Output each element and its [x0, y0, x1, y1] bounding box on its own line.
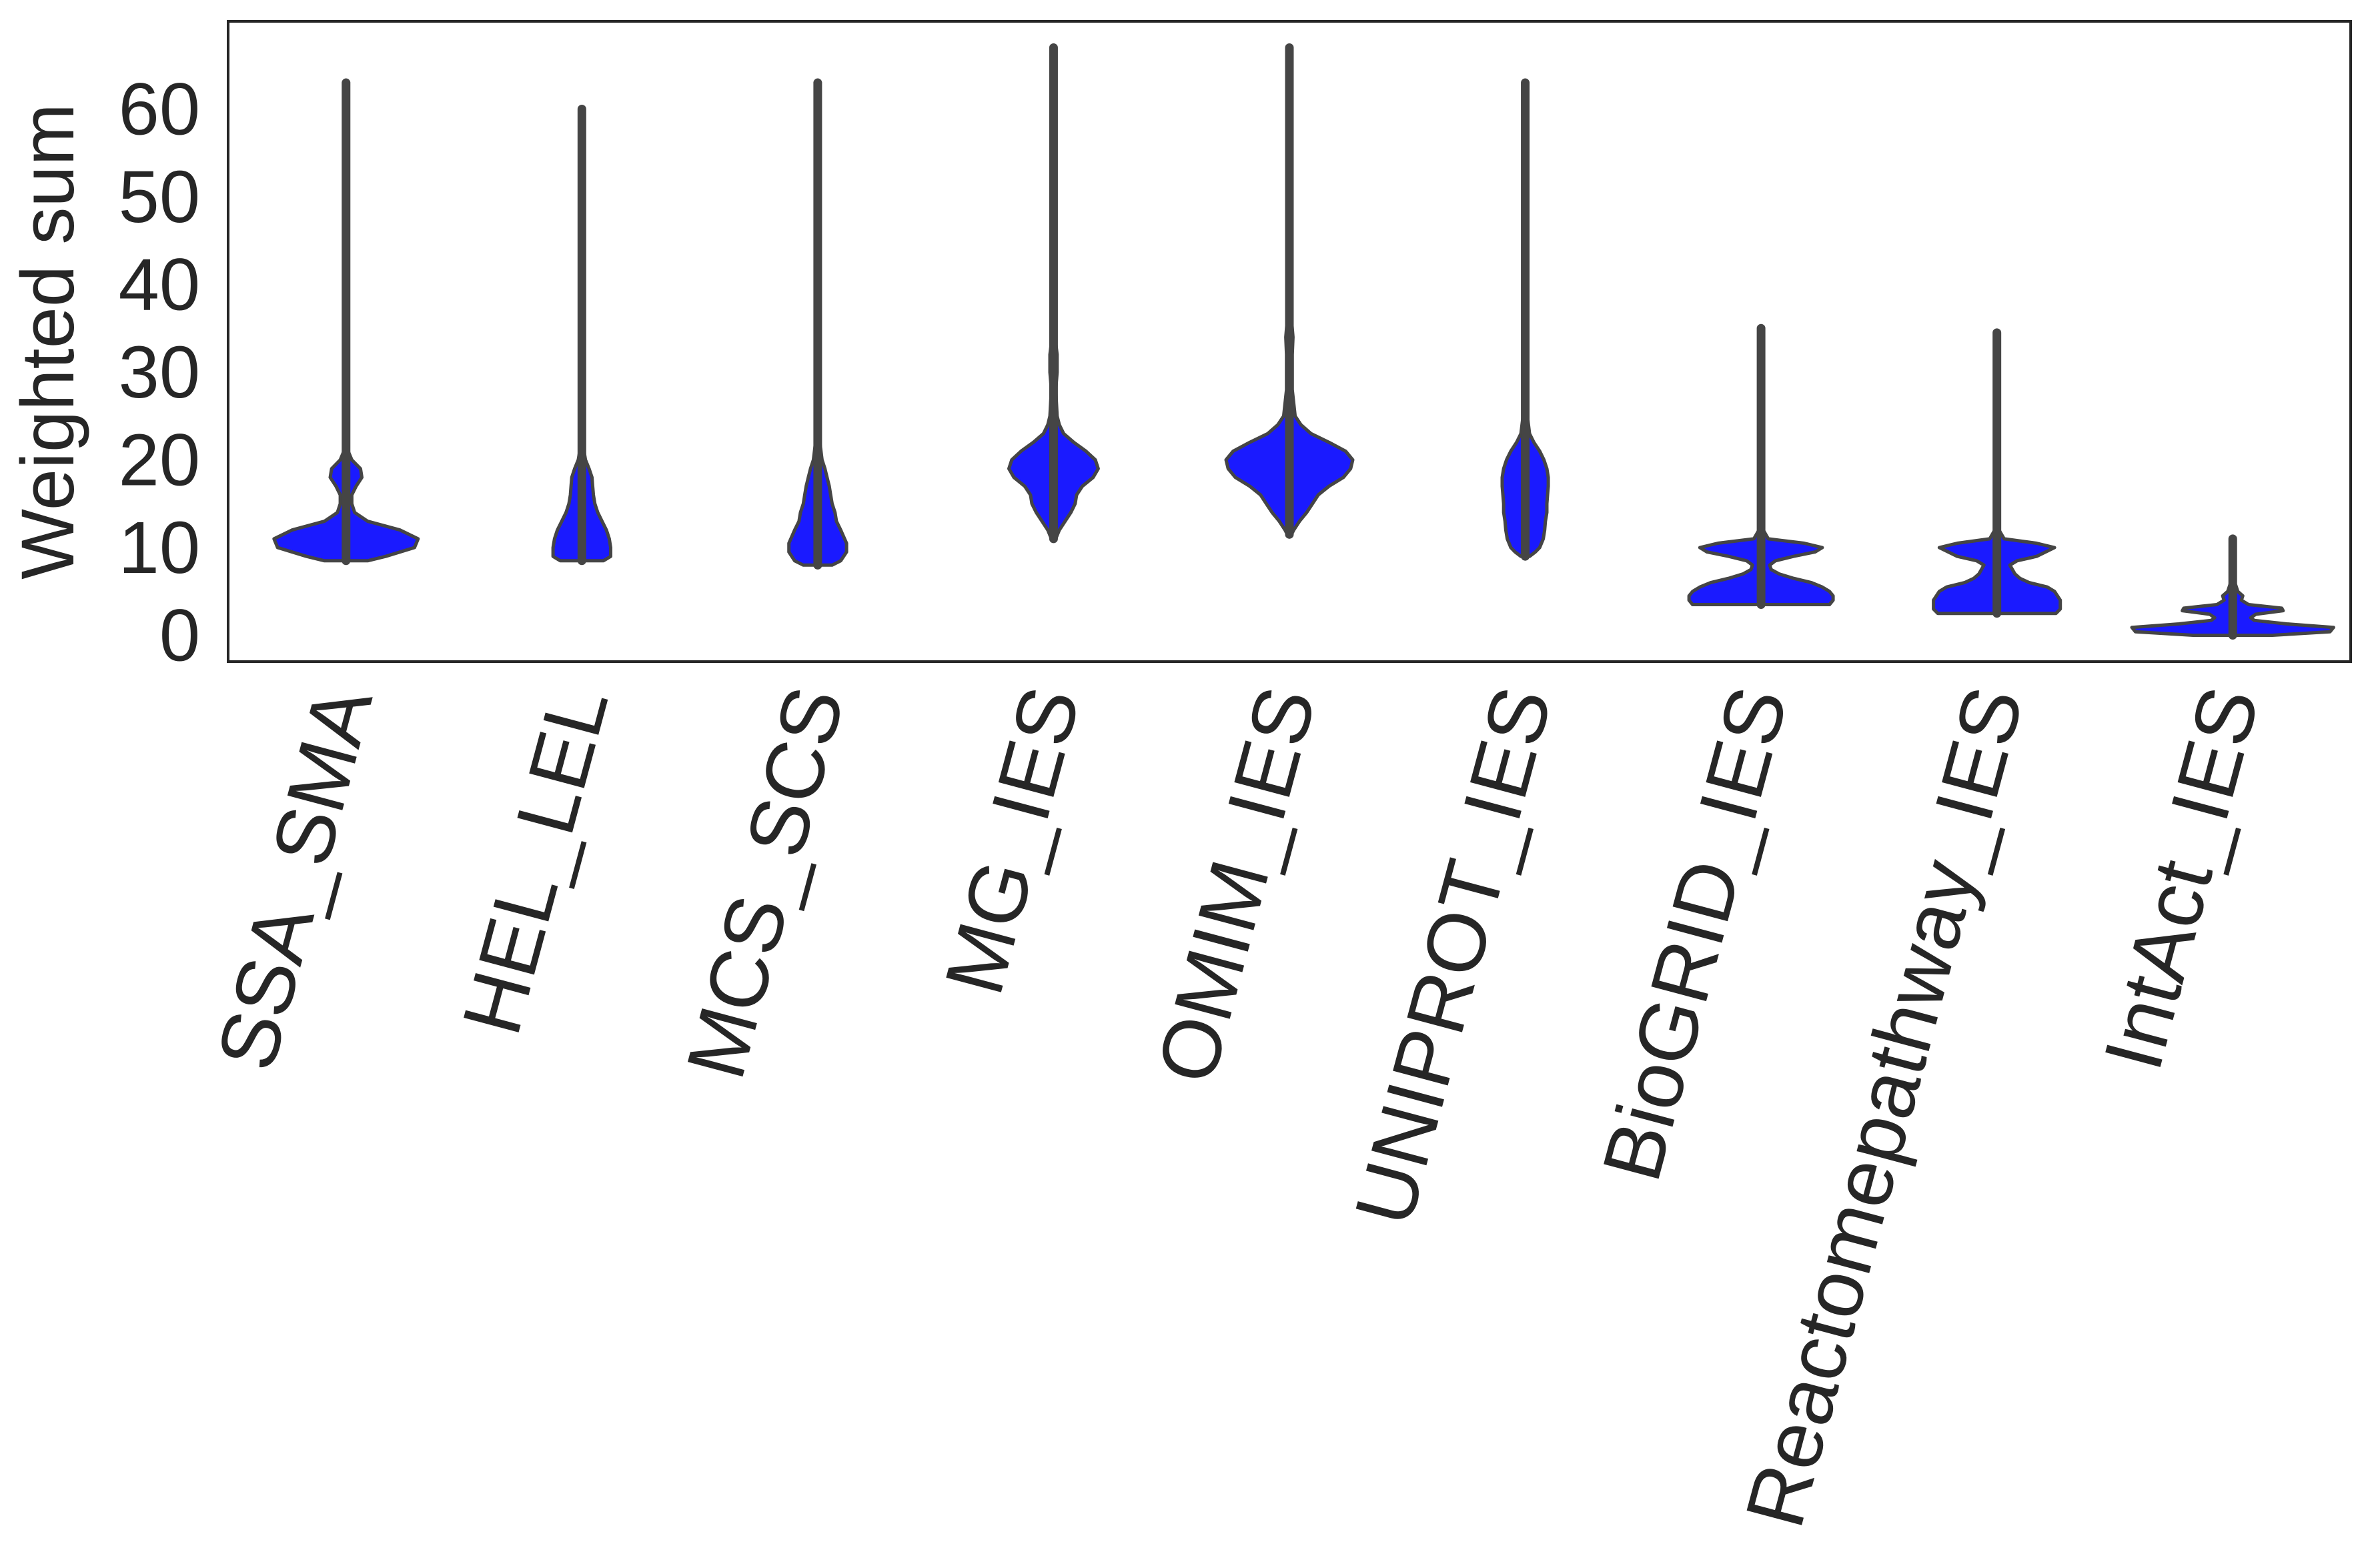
x-tick-label: SSA_SMA [200, 678, 390, 1079]
plot-frame [227, 20, 2352, 663]
x-tick-label: OMIM_IES [1140, 678, 1333, 1092]
x-tick-label: UNIPROT_IES [1337, 678, 1569, 1234]
y-axis-label: Weighted sum [6, 103, 89, 580]
y-tick-label: 10 [119, 507, 200, 589]
y-tick-label: 50 [119, 156, 200, 238]
x-tick-label: HEL_LEL [446, 678, 626, 1043]
y-tick-label: 30 [119, 331, 200, 414]
y-tick-label: 40 [119, 244, 200, 326]
y-tick-label: 0 [159, 595, 200, 677]
x-tick-label: MCS_SCS [670, 678, 862, 1088]
x-tick-label: IntAct_IES [2087, 678, 2277, 1079]
x-tick-label: BioGRID_IES [1586, 678, 1805, 1190]
x-axis-ticks: SSA_SMA HEL_LEL MCS_SCS MG_IES OMIM_IES UNIPR… [200, 678, 2277, 1537]
violin-group [272, 43, 2335, 640]
y-tick-label: 20 [119, 420, 200, 502]
y-tick-label: 60 [119, 69, 200, 151]
x-tick-label: MG_IES [928, 678, 1098, 1003]
